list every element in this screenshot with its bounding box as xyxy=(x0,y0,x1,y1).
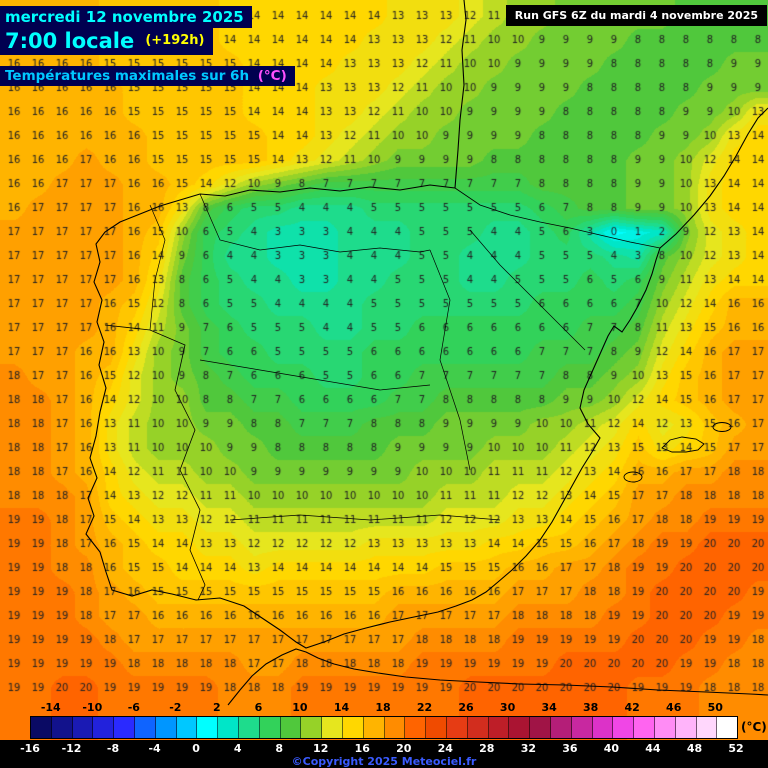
scale-label-top: 30 xyxy=(499,701,516,714)
scale-label-bottom: 52 xyxy=(728,742,744,755)
scale-label-top: 22 xyxy=(416,701,433,714)
scale-segment xyxy=(176,717,198,738)
scale-segment xyxy=(363,717,385,738)
model-run-info: Run GFS 6Z du mardi 4 novembre 2025 xyxy=(505,5,767,26)
scale-segment xyxy=(592,717,614,738)
scale-label-bottom: 8 xyxy=(275,742,283,755)
scale-segment xyxy=(114,717,135,738)
scale-segment xyxy=(155,717,177,738)
map-title-text: Températures maximales sur 6h xyxy=(5,68,250,84)
scale-label-top: 10 xyxy=(292,701,308,714)
scale-segment xyxy=(93,717,115,738)
scale-segment xyxy=(634,717,655,738)
scale-segment xyxy=(446,717,468,738)
scale-segment xyxy=(550,717,572,738)
scale-segment xyxy=(301,717,323,738)
scale-segment xyxy=(342,717,364,738)
scale-label-bottom: 16 xyxy=(354,742,370,755)
scale-label-top: -14 xyxy=(40,701,61,714)
scale-label-top: 50 xyxy=(707,701,723,714)
scale-segment xyxy=(72,717,94,738)
bottom-strip: ©Copyright 2025 Meteociel.fr -16 -12 -8 -4 0… xyxy=(0,740,768,768)
scale-segment xyxy=(238,717,260,738)
time-label: 7:00 locale (+192h) xyxy=(0,27,213,55)
scale-label-bottom: 32 xyxy=(520,742,536,755)
scale-label-top: 46 xyxy=(666,701,682,714)
scale-segment xyxy=(280,717,302,738)
scale-segment xyxy=(384,717,406,738)
date-label: mercredi 12 novembre 2025 xyxy=(0,6,252,28)
scale-label-bottom: 12 xyxy=(313,742,329,755)
scale-segment xyxy=(467,717,489,738)
temperature-color-scale xyxy=(30,716,738,739)
scale-label-top: 26 xyxy=(458,701,474,714)
scale-segment xyxy=(571,717,593,738)
scale-label-bottom: 40 xyxy=(603,742,620,755)
scale-segment xyxy=(51,717,73,738)
scale-segment xyxy=(530,717,551,738)
scale-label-bottom: -8 xyxy=(106,742,120,755)
scale-segment xyxy=(134,717,156,738)
scale-segment xyxy=(322,717,343,738)
scale-segment xyxy=(654,717,676,738)
scale-label-top: 14 xyxy=(333,701,350,714)
temperature-field-canvas xyxy=(0,0,768,740)
scale-segment xyxy=(509,717,531,738)
scale-label-bottom: 44 xyxy=(645,742,661,755)
scale-label-top: 38 xyxy=(582,701,599,714)
scale-segment xyxy=(405,717,427,738)
scale-label-bottom: 4 xyxy=(233,742,242,755)
map-title: Températures maximales sur 6h (°C) xyxy=(0,66,295,86)
scale-segment xyxy=(197,717,219,738)
forecast-offset: (+192h) xyxy=(145,33,205,48)
scale-label-top: -6 xyxy=(127,701,140,714)
scale-segment xyxy=(31,717,52,738)
scale-segment xyxy=(613,717,635,738)
scale-label-top: 6 xyxy=(254,701,263,714)
scale-segment xyxy=(696,717,718,738)
scale-label-top: -2 xyxy=(169,701,182,714)
scale-label-bottom: 48 xyxy=(686,742,703,755)
scale-label-bottom: 24 xyxy=(437,742,453,755)
scale-segment xyxy=(717,717,738,738)
scale-top-labels: -14 -10 -6 -2 2 6 10 14 18 22 26 30 34 38 42 46 50 xyxy=(0,702,768,715)
scale-label-bottom: 28 xyxy=(479,742,495,755)
scale-segment xyxy=(259,717,281,738)
scale-label-bottom: -16 xyxy=(20,742,40,755)
scale-segment xyxy=(488,717,510,738)
local-time: 7:00 locale xyxy=(5,29,135,53)
scale-label-bottom: 0 xyxy=(192,742,200,755)
scale-label-bottom: -12 xyxy=(61,742,82,755)
scale-segment xyxy=(426,717,447,738)
copyright-text: ©Copyright 2025 Meteociel.fr xyxy=(291,755,477,768)
scale-label-top: 42 xyxy=(624,701,640,714)
scale-label-bottom: 20 xyxy=(396,742,412,755)
scale-segment xyxy=(675,717,697,738)
scale-unit-label: (°C) xyxy=(741,720,767,734)
scale-label-bottom: -4 xyxy=(148,742,161,755)
scale-label-top: 18 xyxy=(375,701,391,714)
map-title-unit: (°C) xyxy=(257,68,287,84)
scale-label-top: 34 xyxy=(541,701,557,714)
scale-label-top: 2 xyxy=(213,701,221,714)
scale-label-bottom: 36 xyxy=(562,742,578,755)
scale-label-top: -10 xyxy=(82,701,103,714)
scale-segment xyxy=(218,717,239,738)
